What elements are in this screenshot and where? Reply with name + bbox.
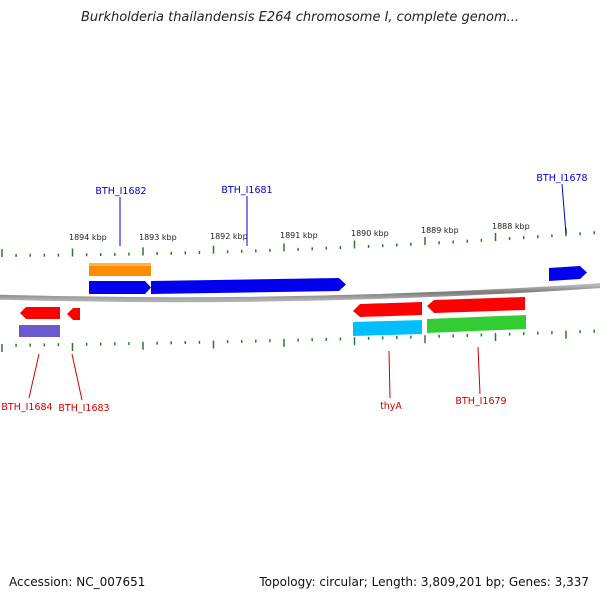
- scale-label-1893: 1893 kbp: [139, 233, 177, 242]
- gene-BTH_I1679[interactable]: [427, 297, 525, 313]
- scale-label-1889: 1889 kbp: [421, 226, 459, 235]
- gene-labels: BTH_I1682 BTH_I1681 BTH_I1678 BTH_I1684 …: [1, 173, 587, 414]
- scale-label-1888: 1888 kbp: [492, 222, 530, 231]
- gene-BTH_I1684[interactable]: [20, 307, 60, 319]
- gene-orange-forward[interactable]: [89, 263, 151, 276]
- summary-text: Topology: circular; Length: 3,809,201 bp…: [259, 575, 589, 589]
- gene-thyA[interactable]: [353, 302, 422, 317]
- gene-BTH_I1683[interactable]: [67, 308, 80, 320]
- forward-strand-genes: [89, 263, 587, 294]
- chromosome-backbone: [0, 283, 600, 303]
- accession-text: Accession: NC_007651: [9, 575, 146, 589]
- map-title: Burkholderia thailandensis E264 chromoso…: [80, 10, 520, 25]
- gene-BTH_I1682[interactable]: [89, 281, 151, 294]
- gene-BTH_I1681[interactable]: [151, 278, 346, 294]
- label-BTH_I1684[interactable]: BTH_I1684: [1, 402, 52, 413]
- gene-green-reverse[interactable]: [427, 315, 526, 333]
- scale-ticks-top: [1, 228, 595, 257]
- label-BTH_I1682[interactable]: BTH_I1682: [95, 186, 146, 197]
- scale-ticks-bottom: [1, 329, 595, 352]
- label-connectors: [28, 183, 567, 401]
- gene-cyan-reverse[interactable]: [353, 320, 422, 336]
- gene-BTH_I1678[interactable]: [549, 266, 587, 281]
- scale-label-1894: 1894 kbp: [69, 233, 107, 242]
- scale-label-1892: 1892 kbp: [210, 232, 248, 241]
- label-BTH_I1681[interactable]: BTH_I1681: [221, 185, 272, 196]
- scale-labels: 1894 kbp 1893 kbp 1892 kbp 1891 kbp 1890…: [69, 222, 530, 242]
- label-BTH_I1678[interactable]: BTH_I1678: [536, 173, 587, 184]
- reverse-strand-genes: [19, 297, 526, 337]
- scale-label-1891: 1891 kbp: [280, 231, 318, 240]
- scale-label-1890: 1890 kbp: [351, 229, 389, 238]
- label-BTH_I1683[interactable]: BTH_I1683: [58, 403, 109, 414]
- label-BTH_I1679[interactable]: BTH_I1679: [455, 396, 506, 407]
- gene-purple-reverse[interactable]: [19, 325, 60, 337]
- label-thyA[interactable]: thyA: [380, 401, 402, 412]
